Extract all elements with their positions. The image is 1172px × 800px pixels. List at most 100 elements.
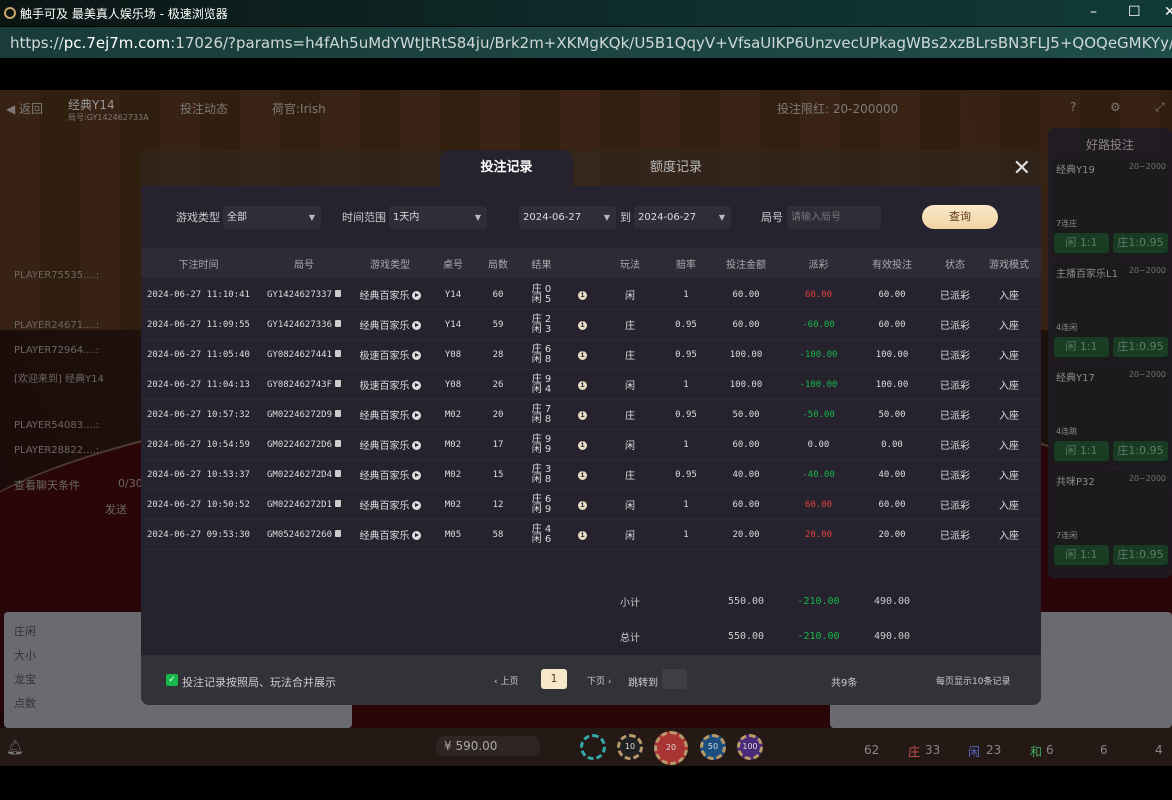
round-input[interactable] (787, 206, 881, 229)
copy-icon[interactable] (335, 289, 342, 297)
bet-amount: 60.00 (732, 499, 760, 510)
game-mode: 入座 (999, 351, 1019, 362)
replay-icon[interactable] (411, 291, 421, 300)
replay-icon[interactable] (411, 411, 421, 420)
copy-icon[interactable] (335, 499, 342, 507)
copy-icon[interactable] (335, 439, 342, 447)
close-icon[interactable]: ✕ (1012, 156, 1031, 181)
good-road-card[interactable]: 经典Y17 20~2000 4连跳闲 1:1 庄1:0.95 (1052, 367, 1168, 465)
replay-icon[interactable] (411, 471, 421, 480)
chip[interactable]: 10 (617, 734, 643, 760)
column-header: 游戏类型 (370, 259, 410, 271)
query-button[interactable]: 查询 (922, 205, 998, 229)
chip[interactable]: 50 (700, 734, 726, 760)
merge-checkbox[interactable]: ✓ (166, 674, 178, 686)
table-no: Y14 (444, 289, 462, 300)
info-icon[interactable]: i (578, 500, 587, 510)
minimize-button[interactable]: – (1090, 4, 1097, 20)
info-icon[interactable]: i (578, 320, 587, 330)
column-header: 状态 (945, 259, 965, 271)
date-from-select[interactable]: 2024-06-27 ▼ (519, 206, 616, 229)
copy-icon[interactable] (335, 529, 342, 537)
tab-bet-records[interactable]: 投注记录 (440, 150, 573, 186)
info-icon[interactable]: i (578, 410, 587, 420)
good-road-card[interactable]: 主播百家乐L1 20~2000 4连闲闲 1:1 庄1:0.95 (1052, 263, 1168, 361)
odds: 0.95 (675, 409, 697, 420)
bet-banker-button[interactable]: 庄1:0.95 (1113, 337, 1168, 357)
round-no: 60 (492, 289, 504, 300)
bet-type: 闲 (625, 501, 635, 512)
road-tab[interactable]: 庄闲 (14, 625, 36, 638)
help-icon[interactable]: ? (1070, 100, 1077, 114)
game-type-select[interactable]: 全部 ▼ (223, 206, 321, 229)
column-header: 下注时间 (178, 259, 219, 271)
chip-selected[interactable]: 20 (654, 731, 688, 765)
status: 已派彩 (940, 501, 970, 512)
game-mode: 入座 (999, 291, 1019, 302)
status: 已派彩 (940, 291, 970, 302)
replay-icon[interactable] (411, 441, 421, 450)
bet-player-button[interactable]: 闲 1:1 (1054, 441, 1109, 461)
replay-icon[interactable] (411, 531, 421, 540)
stat-tie-label: 和 (1030, 745, 1043, 759)
copy-icon[interactable] (335, 349, 342, 357)
good-road-card[interactable]: 共咪P32 20~2000 7连闲闲 1:1 庄1:0.95 (1052, 471, 1168, 569)
info-icon[interactable]: i (578, 440, 587, 450)
good-road-card[interactable]: 经典Y19 20~2000 7连庄闲 1:1 庄1:0.95 (1052, 159, 1168, 257)
settings-icon[interactable]: ⚙ (1110, 100, 1121, 114)
bet-banker-button[interactable]: 庄1:0.95 (1113, 441, 1168, 461)
bet-banker-button[interactable]: 庄1:0.95 (1113, 233, 1168, 253)
replay-icon[interactable] (411, 381, 421, 390)
tab-credit-records[interactable]: 额度记录 (649, 160, 702, 175)
copy-icon[interactable] (335, 319, 342, 327)
subtotal-valid: 490.00 (873, 595, 911, 607)
chat-line: [欢迎来到] 经典Y14 (14, 374, 104, 385)
road-tab[interactable]: 大小 (14, 649, 36, 662)
replay-icon[interactable] (411, 321, 421, 330)
round-no: 26 (492, 379, 504, 390)
next-page-button[interactable]: 下页 › (587, 677, 612, 687)
info-icon[interactable]: i (578, 290, 587, 300)
jump-page-input[interactable] (662, 669, 687, 689)
bet-player-button[interactable]: 闲 1:1 (1054, 337, 1109, 357)
bet-banker-button[interactable]: 庄1:0.95 (1113, 545, 1168, 565)
chat-line: PLAYER75535....: (14, 270, 100, 281)
bell-icon[interactable]: 🔔︎ (6, 740, 24, 756)
copy-icon[interactable] (335, 469, 342, 477)
chip[interactable] (580, 734, 606, 760)
copy-icon[interactable] (335, 379, 342, 387)
round-id-cell: GY1424627337 (256, 289, 352, 300)
chat-condition-link[interactable]: 查看聊天条件 (14, 479, 80, 492)
status: 已派彩 (940, 471, 970, 482)
chip[interactable]: 100 (737, 734, 763, 760)
bet-dynamics-button[interactable]: 投注动态 (180, 102, 229, 116)
bet-player-button[interactable]: 闲 1:1 (1054, 545, 1109, 565)
table-row: 2024-06-27 11:10:41 GY1424627337 经典百家乐 Y14 6… (141, 280, 1041, 310)
fullscreen-icon[interactable]: ⤢ (1155, 100, 1165, 114)
road-tab[interactable]: 龙宝 (14, 673, 36, 686)
info-icon[interactable]: i (578, 380, 587, 390)
chat-send-button[interactable]: 发送 (105, 503, 127, 516)
prev-page-button[interactable]: ‹ 上页 (494, 677, 519, 687)
maximize-button[interactable]: ☐ (1128, 4, 1141, 20)
bet-player-button[interactable]: 闲 1:1 (1054, 233, 1109, 253)
close-window-button[interactable]: ✕ (1164, 4, 1172, 20)
page-number-button[interactable]: 1 (541, 669, 567, 689)
replay-icon[interactable] (411, 351, 421, 360)
time-range-select[interactable]: 1天内 ▼ (389, 206, 487, 229)
info-icon[interactable]: i (578, 530, 587, 540)
game-type-cell: 经典百家乐 (352, 527, 428, 542)
road-tab[interactable]: 点数 (14, 697, 36, 710)
info-icon[interactable]: i (578, 470, 587, 480)
copy-icon[interactable] (335, 409, 342, 417)
info-icon[interactable]: i (578, 350, 587, 360)
game-mode: 入座 (999, 321, 1019, 332)
address-bar[interactable]: https://pc.7ej7m.com:17026/?params=h4fAh… (0, 27, 1172, 58)
date-to-select[interactable]: 2024-06-27 ▼ (634, 206, 731, 229)
column-header: 赔率 (676, 259, 696, 271)
chat-line: PLAYER72964....: (14, 345, 100, 356)
replay-icon[interactable] (411, 501, 421, 510)
back-button[interactable]: ◀ 返回 (6, 102, 44, 116)
